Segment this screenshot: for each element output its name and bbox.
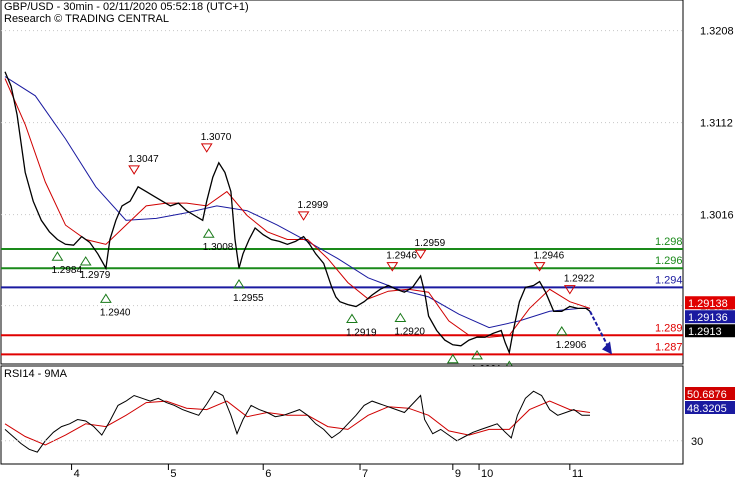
chart-title: GBP/USD - 30min - 02/11/2020 05:52:18 (U…: [4, 1, 249, 13]
current-price-tag-label: 1.29138: [688, 298, 728, 310]
current-price-tag-bg: [685, 296, 735, 310]
time-tick-label: 5: [170, 468, 176, 480]
pivot-low-marker: [99, 293, 112, 303]
level-label: 1.289: [655, 322, 683, 334]
time-tick-label: 11: [572, 468, 583, 480]
chart-source: Research © TRADING CENTRAL: [4, 13, 169, 25]
rsi-lines: [4, 390, 591, 453]
pivot-high-marker: [297, 211, 310, 221]
pivot-high-label: 1.2946: [534, 251, 565, 262]
price-grid: [1, 30, 683, 307]
pivot-high-marker: [414, 249, 427, 260]
level-label: 1.294: [655, 274, 683, 286]
forecast-arrow-shaft: [589, 310, 610, 349]
rsi-title: RSI14 - 9MA: [4, 368, 67, 380]
time-tick-label: 6: [265, 468, 271, 480]
pivot-low-marker: [79, 256, 92, 266]
pivot-high-label: 1.2946: [386, 251, 417, 262]
rsi-panel: 30 50.6876 48.3205: [0, 365, 735, 465]
pivot-high-marker: [533, 262, 546, 272]
pivot-low-label: 1.3008: [203, 242, 234, 253]
pivot-low-marker: [446, 353, 459, 364]
pivot-high-marker: [200, 143, 213, 153]
pivot-low-label: 1.2979: [80, 270, 111, 281]
current-price-tag-label: 1.2913: [688, 326, 722, 338]
pivot-low-marker: [394, 312, 407, 323]
price-tick-label: 1.3016: [700, 210, 734, 222]
pivot-low-marker: [346, 313, 358, 323]
current-price-tag-bg: [685, 324, 735, 338]
pivot-high-marker: [386, 262, 399, 272]
pivot-low-marker: [202, 228, 215, 238]
price-tick-label: 1.3208: [700, 26, 734, 38]
pivot-low-label: 1.2984: [51, 265, 82, 276]
rsi-plot-area[interactable]: [0, 365, 684, 465]
rsi-line: [4, 390, 590, 453]
price-series: [4, 71, 591, 355]
rsi-value-tag-bg: [685, 387, 735, 400]
time-tick-label: 7: [362, 468, 368, 480]
pivot-high-label: 1.2999: [298, 200, 329, 211]
level-label: 1.287: [655, 341, 683, 353]
pivot-low-marker: [233, 279, 245, 289]
price-line: [4, 71, 591, 355]
current-price-tag-bg: [685, 310, 735, 324]
level-label: 1.296: [655, 255, 683, 267]
pivot-high-label: 1.3070: [201, 132, 232, 143]
rsi-tick-label: 30: [691, 436, 703, 448]
pivot-low-label: 1.2940: [100, 307, 131, 318]
pivot-high-label: 1.2922: [564, 274, 595, 285]
pivot-high-label: 1.2959: [415, 238, 446, 249]
rsi-axis: 30 50.6876 48.3205: [1, 387, 735, 448]
pivot-low-marker: [51, 251, 64, 261]
pivot-high-label: 1.3047: [128, 154, 159, 165]
price-tick-label: 1.3112: [700, 118, 733, 130]
time-tick-label: 4: [74, 468, 80, 480]
pivot-high-marker: [128, 165, 141, 175]
support-resistance-levels: [1, 248, 683, 356]
time-tick-label: 9: [455, 468, 461, 480]
forecast-arrow: [589, 310, 612, 355]
time-axis: 4 5 6 7 9 10 11: [71, 464, 583, 480]
pivot-high-marker: [563, 285, 576, 295]
rsi-value-tag-label: 50.6876: [687, 389, 727, 401]
price-plot-area[interactable]: [0, 0, 684, 365]
pivot-low-label: 1.2906: [556, 340, 587, 351]
current-price-tag-label: 1.29136: [688, 312, 728, 324]
pivot-low-label: 1.2920: [394, 327, 425, 338]
rsi-value-tag-bg: [685, 401, 735, 414]
level-label: 1.298: [655, 236, 683, 248]
level-tags: 1.298 1.296 1.294 1.289 1.287: [655, 236, 683, 353]
rsi-ma-line: [4, 400, 591, 446]
rsi-value-tag-label: 48.3205: [687, 403, 727, 415]
current-price-tags: 1.29138 1.29136 1.2913: [685, 296, 735, 338]
pivot-low-marker: [555, 325, 568, 336]
pivot-low-marker: [471, 349, 483, 360]
pivot-low-label: 1.2919: [346, 327, 377, 338]
pivot-low-label: 1.2955: [233, 293, 264, 304]
time-tick-label: 10: [481, 468, 493, 480]
forecast-arrow-head: [602, 341, 612, 355]
